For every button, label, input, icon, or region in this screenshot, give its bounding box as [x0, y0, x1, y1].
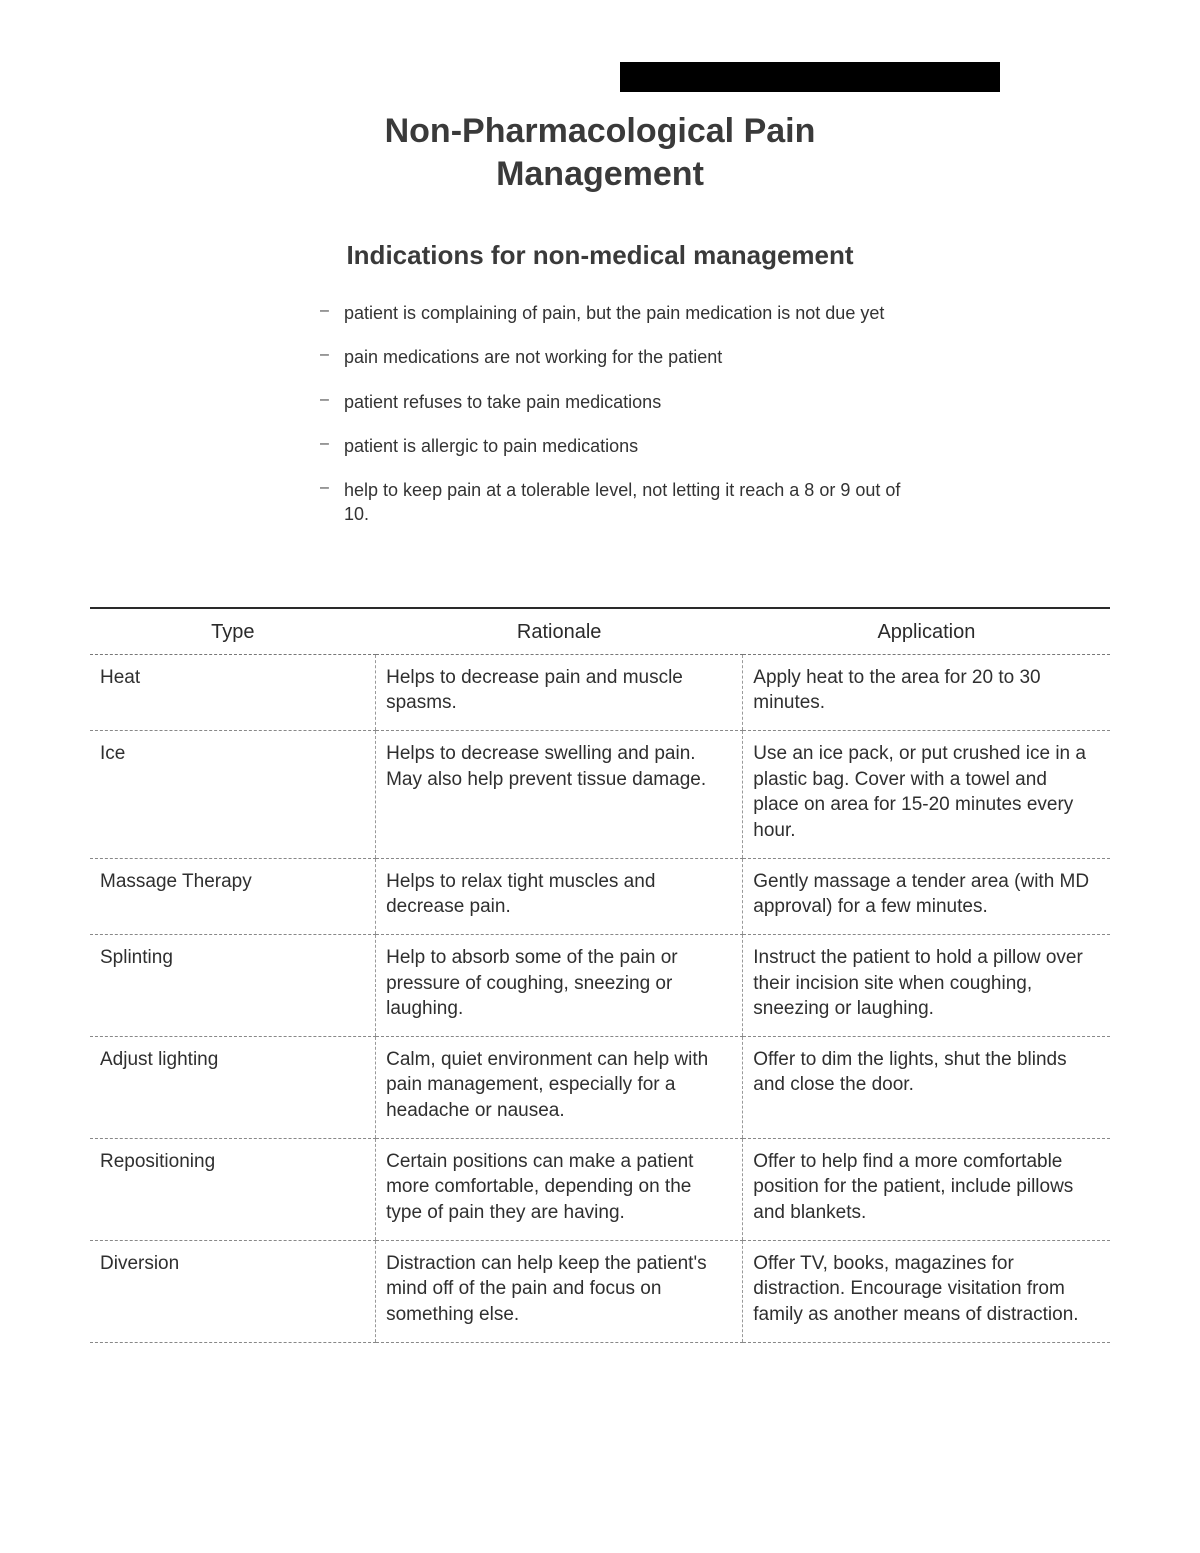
- section-subtitle: Indications for non-medical management: [90, 240, 1110, 271]
- table-row: Splinting Help to absorb some of the pai…: [90, 934, 1110, 1036]
- cell-type: Diversion: [90, 1240, 376, 1342]
- indications-list: patient is complaining of pain, but the …: [320, 291, 930, 537]
- table-row: Ice Helps to decrease swelling and pain.…: [90, 731, 1110, 859]
- cell-rationale: Certain positions can make a patient mor…: [376, 1138, 743, 1240]
- cell-application: Gently massage a tender area (with MD ap…: [743, 858, 1110, 934]
- cell-application: Apply heat to the area for 20 to 30 minu…: [743, 654, 1110, 730]
- redaction-bar: [620, 62, 1000, 92]
- col-header-type: Type: [90, 608, 376, 655]
- page-title: Non-Pharmacological Pain Management: [290, 110, 910, 195]
- cell-type: Ice: [90, 731, 376, 859]
- table-row: Repositioning Certain positions can make…: [90, 1138, 1110, 1240]
- cell-rationale: Helps to decrease pain and muscle spasms…: [376, 654, 743, 730]
- title-line-1: Non-Pharmacological Pain: [385, 112, 816, 150]
- cell-type: Repositioning: [90, 1138, 376, 1240]
- list-item: patient is complaining of pain, but the …: [320, 291, 930, 335]
- table-row: Diversion Distraction can help keep the …: [90, 1240, 1110, 1342]
- col-header-rationale: Rationale: [376, 608, 743, 655]
- table-row: Heat Helps to decrease pain and muscle s…: [90, 654, 1110, 730]
- cell-type: Adjust lighting: [90, 1036, 376, 1138]
- list-item: patient refuses to take pain medications: [320, 380, 930, 424]
- cell-application: Instruct the patient to hold a pillow ov…: [743, 934, 1110, 1036]
- cell-application: Offer TV, books, magazines for distracti…: [743, 1240, 1110, 1342]
- list-item: pain medications are not working for the…: [320, 335, 930, 379]
- title-line-2: Management: [496, 155, 704, 193]
- cell-type: Heat: [90, 654, 376, 730]
- table-header-row: Type Rationale Application: [90, 608, 1110, 655]
- document-page: Non-Pharmacological Pain Management Indi…: [0, 0, 1200, 1553]
- cell-type: Massage Therapy: [90, 858, 376, 934]
- cell-application: Offer to dim the lights, shut the blinds…: [743, 1036, 1110, 1138]
- cell-application: Use an ice pack, or put crushed ice in a…: [743, 731, 1110, 859]
- table-row: Massage Therapy Helps to relax tight mus…: [90, 858, 1110, 934]
- methods-table: Type Rationale Application Heat Helps to…: [90, 607, 1110, 1343]
- cell-rationale: Help to absorb some of the pain or press…: [376, 934, 743, 1036]
- cell-type: Splinting: [90, 934, 376, 1036]
- table-row: Adjust lighting Calm, quiet environment …: [90, 1036, 1110, 1138]
- col-header-application: Application: [743, 608, 1110, 655]
- methods-table-wrap: Type Rationale Application Heat Helps to…: [90, 607, 1110, 1343]
- cell-rationale: Helps to decrease swelling and pain. May…: [376, 731, 743, 859]
- cell-rationale: Distraction can help keep the patient's …: [376, 1240, 743, 1342]
- list-item: help to keep pain at a tolerable level, …: [320, 468, 930, 537]
- list-item: patient is allergic to pain medications: [320, 424, 930, 468]
- cell-rationale: Calm, quiet environment can help with pa…: [376, 1036, 743, 1138]
- cell-rationale: Helps to relax tight muscles and decreas…: [376, 858, 743, 934]
- cell-application: Offer to help find a more comfortable po…: [743, 1138, 1110, 1240]
